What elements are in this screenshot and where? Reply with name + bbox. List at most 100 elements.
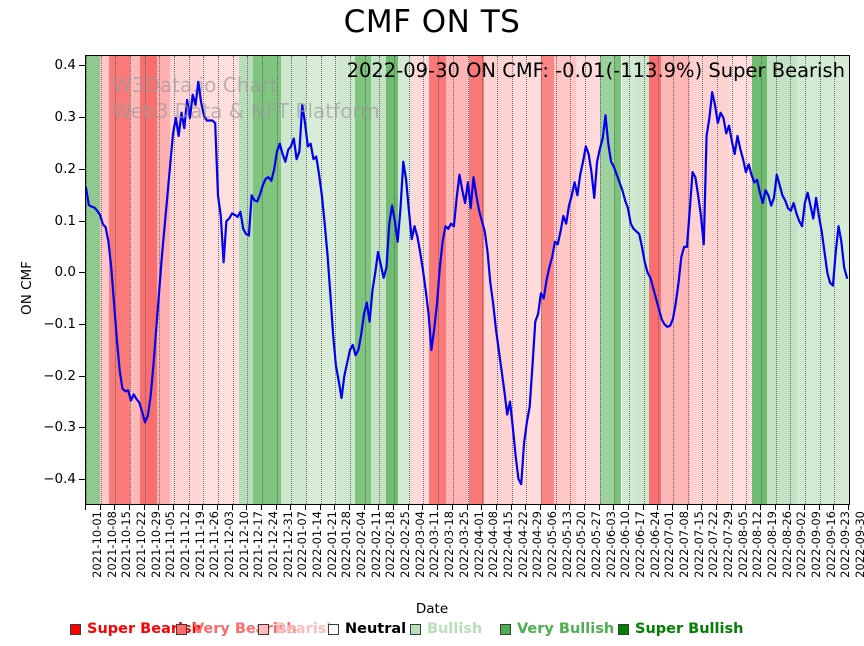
y-tick-mark — [79, 323, 85, 325]
legend-swatch — [500, 623, 511, 635]
y-tick-label: −0.3 — [43, 419, 76, 436]
x-tick-mark — [818, 505, 820, 510]
x-tick-label: 2022-03-25 — [456, 511, 471, 578]
sentiment-band — [428, 56, 446, 504]
legend-label: Bullish — [427, 621, 483, 637]
sentiment-band — [398, 56, 412, 504]
x-tick-label: 2022-02-18 — [383, 511, 398, 578]
x-tick-mark — [613, 505, 615, 510]
x-tick-label: 2022-09-02 — [794, 511, 809, 578]
legend-item[interactable]: Super Bullish — [618, 618, 743, 640]
x-tick-mark — [129, 505, 131, 510]
sentiment-band — [99, 56, 109, 504]
legend-item[interactable]: Bullish — [410, 618, 482, 640]
x-tick-mark — [642, 505, 644, 510]
x-tick-mark — [99, 505, 101, 510]
sentiment-band — [575, 56, 601, 504]
x-tick-label: 2022-07-15 — [691, 511, 706, 578]
x-tick-mark — [686, 505, 688, 510]
x-tick-mark — [349, 505, 351, 510]
x-tick-label: 2022-08-26 — [779, 511, 794, 578]
x-tick-label: 2021-11-12 — [178, 511, 193, 578]
x-tick-label: 2021-12-24 — [266, 511, 281, 578]
x-tick-mark — [114, 505, 116, 510]
x-tick-mark — [363, 505, 365, 510]
x-tick-label: 2021-10-29 — [148, 511, 163, 578]
sentiment-band — [355, 56, 371, 504]
sentiment-band — [751, 56, 767, 504]
y-tick-label: −0.4 — [43, 471, 76, 488]
x-axis-label: Date — [415, 601, 449, 617]
y-tick-label: 0.1 — [54, 212, 76, 229]
legend-swatch — [176, 623, 187, 635]
x-tick-mark — [334, 505, 336, 510]
sentiment-band — [766, 56, 798, 504]
legend-swatch — [328, 623, 339, 635]
sentiment-band — [797, 56, 832, 504]
x-tick-mark — [569, 505, 571, 510]
sentiment-band — [281, 56, 307, 504]
x-tick-label: 2022-04-01 — [471, 511, 486, 578]
legend-item[interactable]: Super Bearish — [70, 618, 202, 640]
y-tick-label: −0.1 — [43, 315, 76, 332]
sentiment-band — [252, 56, 282, 504]
x-tick-label: 2022-04-15 — [500, 511, 515, 578]
x-tick-label: 2022-01-07 — [295, 511, 310, 578]
sentiment-band — [306, 56, 339, 504]
x-tick-label: 2022-01-28 — [339, 511, 354, 578]
legend-item[interactable]: Very Bullish — [500, 618, 614, 640]
x-tick-label: 2021-10-15 — [119, 511, 134, 578]
latest-value-annotation: 2022-09-30 ON CMF: -0.01(-113.9%) Super … — [346, 59, 845, 82]
y-tick-label: 0.3 — [54, 109, 76, 126]
legend-item[interactable]: Very Bearish — [176, 618, 297, 640]
x-tick-mark — [481, 505, 483, 510]
x-tick-mark — [789, 505, 791, 510]
x-tick-label: 2022-06-03 — [603, 511, 618, 578]
x-tick-label: 2021-12-17 — [251, 511, 266, 578]
x-tick-mark — [730, 505, 732, 510]
legend-item[interactable]: Bearish — [258, 618, 337, 640]
x-tick-mark — [510, 505, 512, 510]
legend-label: Neutral — [345, 621, 407, 637]
x-tick-mark — [598, 505, 600, 510]
x-tick-mark — [583, 505, 585, 510]
x-tick-mark — [715, 505, 717, 510]
legend-swatch — [70, 623, 81, 635]
x-tick-label: 2021-12-31 — [280, 511, 295, 578]
page-title: CMF ON TS — [343, 4, 521, 40]
x-tick-label: 2022-03-18 — [442, 511, 457, 578]
x-tick-mark — [231, 505, 233, 510]
x-tick-label: 2022-07-22 — [706, 511, 721, 578]
sentiment-band — [483, 56, 515, 504]
x-tick-label: 2022-03-04 — [412, 511, 427, 578]
x-tick-mark — [290, 505, 292, 510]
x-tick-mark — [378, 505, 380, 510]
legend-label: Super Bullish — [635, 621, 744, 637]
legend: Super Bearish Very Bearish Bearish Neutral B… — [0, 618, 864, 642]
x-tick-mark — [759, 505, 761, 510]
x-tick-mark — [393, 505, 395, 510]
x-tick-label: 2021-11-05 — [163, 511, 178, 578]
x-tick-label: 2022-08-05 — [735, 511, 750, 578]
x-tick-label: 2021-11-19 — [192, 511, 207, 578]
x-tick-mark — [848, 505, 849, 510]
x-tick-mark — [701, 505, 703, 510]
x-tick-label: 2021-12-10 — [236, 511, 251, 578]
cmf-line-series — [86, 56, 849, 505]
legend-swatch — [258, 623, 269, 635]
sentiment-band — [621, 56, 636, 504]
x-tick-mark — [261, 505, 263, 510]
x-tick-label: 2022-01-14 — [310, 511, 325, 578]
x-tick-label: 2022-02-11 — [368, 511, 383, 578]
y-tick-mark — [79, 427, 85, 429]
legend-item[interactable]: Neutral — [328, 618, 406, 640]
sentiment-band — [170, 56, 201, 504]
sentiment-band — [139, 56, 158, 504]
y-tick-mark — [79, 220, 85, 222]
legend-label: Super Bearish — [87, 621, 202, 637]
x-tick-label: 2022-02-04 — [354, 511, 369, 578]
x-tick-label: 2022-07-08 — [676, 511, 691, 578]
sentiment-band — [86, 56, 100, 504]
legend-label: Bearish — [275, 621, 337, 637]
x-tick-label: 2022-05-06 — [544, 511, 559, 578]
